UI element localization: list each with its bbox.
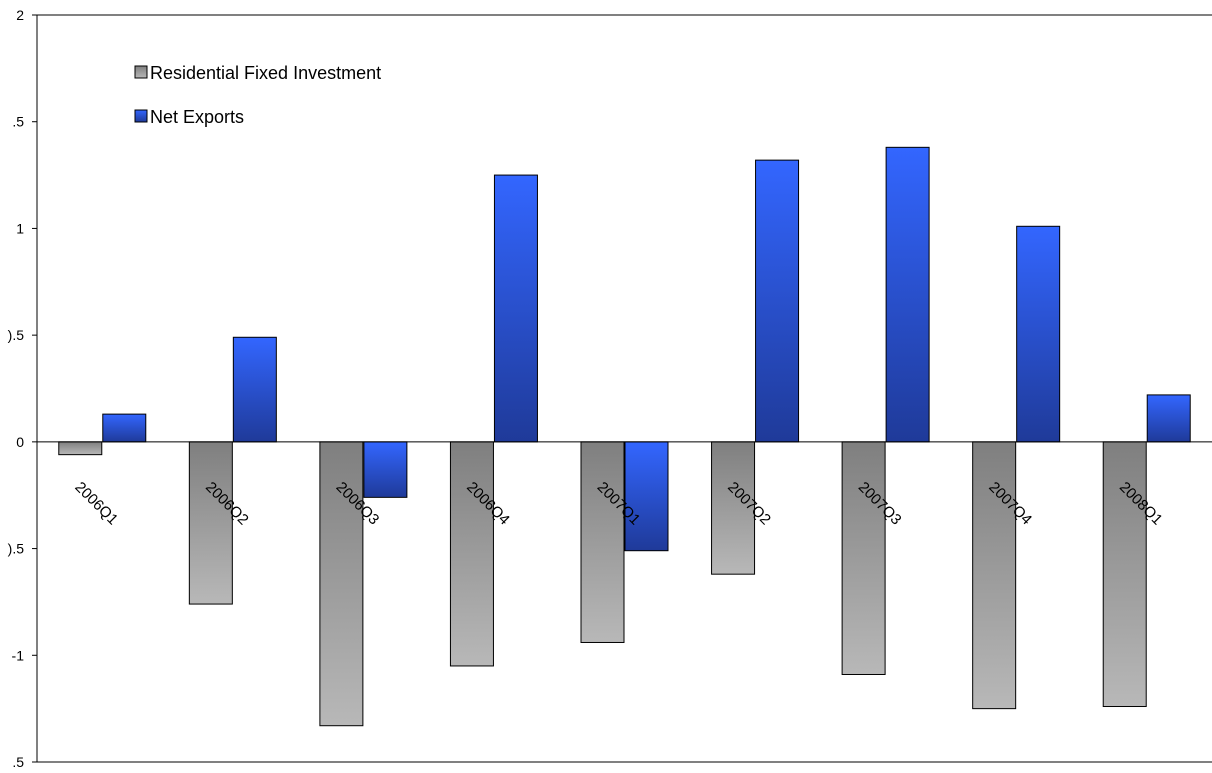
- bar-net-exports-2007Q1: [624, 441, 669, 552]
- y-tick-label: 0: [16, 434, 24, 450]
- bar-residential-fixed-investment-2006Q3: [319, 441, 364, 727]
- x-tick-label: 2006Q1: [71, 479, 121, 529]
- legend-label-net-exports: Net Exports: [150, 107, 244, 127]
- y-tick-label: ).5: [8, 327, 25, 343]
- legend-swatch-residential-fixed-investment: [134, 65, 148, 79]
- bar-residential-fixed-investment-2008Q1: [1102, 441, 1147, 708]
- bar-net-exports-2006Q1: [102, 413, 147, 443]
- y-tick-label: .5: [12, 114, 24, 130]
- bar-residential-fixed-investment-2006Q4: [449, 441, 494, 667]
- y-tick-label: .5: [12, 754, 24, 770]
- bar-net-exports-2007Q2: [755, 159, 800, 443]
- bar-net-exports-2007Q3: [885, 146, 930, 443]
- legend: Residential Fixed Investment Net Exports: [134, 63, 381, 127]
- bar-residential-fixed-investment-2007Q3: [841, 441, 886, 675]
- bar-residential-fixed-investment-2006Q1: [58, 441, 103, 456]
- bars-group: [58, 146, 1191, 727]
- y-axis: 2 .5 1 ).5 0 ).5 -1 .5: [8, 7, 38, 770]
- legend-swatch-net-exports: [134, 109, 148, 123]
- y-tick-label: 2: [16, 7, 24, 23]
- bar-net-exports-2006Q3: [363, 441, 408, 498]
- bar-residential-fixed-investment-2007Q4: [972, 441, 1017, 710]
- bar-residential-fixed-investment-2007Q1: [580, 441, 625, 643]
- bar-net-exports-2008Q1: [1146, 394, 1191, 443]
- legend-label-residential-fixed-investment: Residential Fixed Investment: [150, 63, 381, 83]
- y-tick-label: 1: [16, 220, 24, 236]
- bar-net-exports-2007Q4: [1016, 225, 1061, 443]
- bar-net-exports-2006Q4: [493, 174, 538, 443]
- plot-area: [37, 14, 1212, 763]
- y-tick-label: ).5: [8, 541, 25, 557]
- y-tick-label: -1: [12, 647, 25, 663]
- bar-net-exports-2006Q2: [232, 336, 277, 443]
- bar-residential-fixed-investment-2006Q2: [188, 441, 233, 605]
